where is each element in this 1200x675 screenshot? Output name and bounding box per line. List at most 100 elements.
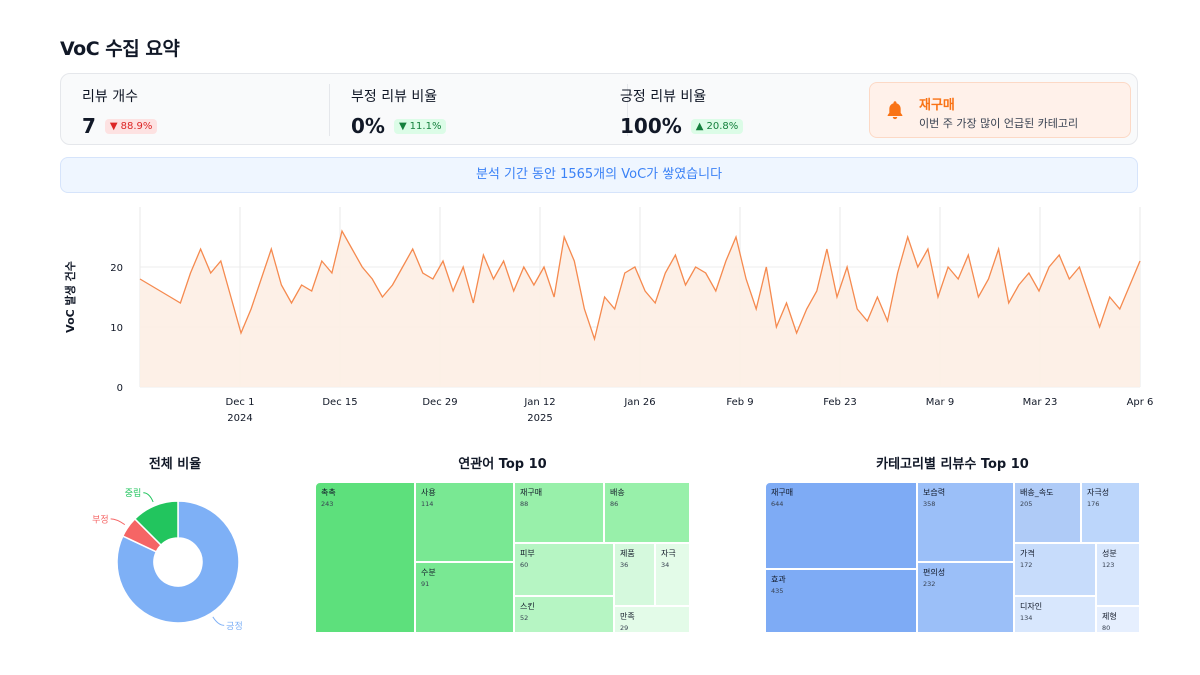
x-tick-label: Dec 15 bbox=[322, 397, 357, 408]
x-tick-label: Feb 9 bbox=[726, 397, 753, 408]
treemap-cell-label: 배송_속도 bbox=[1020, 488, 1054, 497]
category-treemap-title: 카테고리별 리뷰수 Top 10 bbox=[876, 457, 1029, 472]
treemap-cell-label: 제품 bbox=[620, 549, 635, 558]
kpi-positive-ratio: 긍정 리뷰 비율 100% ▲ 20.8% bbox=[620, 86, 744, 138]
x-tick-label: Mar 9 bbox=[926, 397, 954, 408]
divider bbox=[627, 84, 628, 136]
treemap-cell: 가격 172 bbox=[1014, 543, 1096, 596]
treemap-cell: 배송 86 bbox=[604, 482, 690, 543]
series-area bbox=[140, 231, 1140, 387]
change-value: 20.8% bbox=[706, 120, 739, 132]
top-category-alert: 재구매 이번 주 가장 많이 언급된 카테고리 bbox=[869, 82, 1131, 138]
change-badge: ▲ 20.8% bbox=[690, 118, 744, 134]
alert-subtitle: 이번 주 가장 많이 언급된 카테고리 bbox=[919, 117, 1079, 130]
kpi-label: 리뷰 개수 bbox=[82, 89, 138, 105]
treemap-cell: 재구매 644 bbox=[765, 482, 917, 569]
treemap-cell-value: 91 bbox=[421, 580, 430, 588]
treemap-cell-label: 만족 bbox=[620, 612, 635, 621]
treemap-cell: 사용 114 bbox=[415, 482, 514, 562]
treemap-cell-value: 134 bbox=[1020, 614, 1033, 622]
page-title: VoC 수집 요약 bbox=[60, 38, 180, 60]
y-axis-label: VoC 발생 건수 bbox=[63, 261, 77, 333]
treemap-cell-value: 232 bbox=[923, 580, 936, 588]
treemap-cell: 보습력 358 bbox=[917, 482, 1014, 562]
treemap-cell-value: 36 bbox=[620, 561, 629, 569]
treemap-cell-label: 성분 bbox=[1102, 549, 1117, 558]
treemap-cell: 편의성 232 bbox=[917, 562, 1014, 633]
kpi-value: 100% bbox=[620, 114, 682, 138]
x-tick-year-label: 2024 bbox=[227, 413, 252, 424]
treemap-cell-label: 촉촉 bbox=[321, 488, 336, 497]
x-tick-label: Jan 12 bbox=[523, 397, 555, 408]
series-line bbox=[139, 229, 1141, 342]
treemap-cell-value: 644 bbox=[771, 500, 784, 508]
treemap-cell-value: 172 bbox=[1020, 561, 1033, 569]
keyword-treemap: 촉촉 243 사용 114 수분 91 재구매 88 배송 86 피부 60 제품 36 자극 34 스킨 52 만… bbox=[315, 482, 690, 633]
triangle-up-icon: ▲ bbox=[695, 120, 704, 132]
treemap-cell-label: 재구매 bbox=[771, 488, 794, 497]
donut-leader-line bbox=[110, 518, 126, 526]
divider bbox=[329, 84, 330, 136]
treemap-cell: 촉촉 243 bbox=[315, 482, 415, 633]
treemap-cell-value: 80 bbox=[1102, 624, 1111, 632]
treemap-cell: 만족 29 bbox=[614, 606, 690, 633]
triangle-down-icon: ▼ bbox=[109, 120, 118, 132]
donut-slice-label: 중립 bbox=[125, 488, 142, 499]
treemap-cell-label: 편의성 bbox=[923, 568, 946, 577]
triangle-down-icon: ▼ bbox=[398, 120, 407, 132]
donut-title: 전체 비율 bbox=[148, 457, 202, 472]
treemap-cell-value: 52 bbox=[520, 614, 529, 622]
treemap-cell-label: 피부 bbox=[520, 549, 535, 558]
change-value: 88.9% bbox=[120, 120, 153, 132]
sentiment-donut-chart: 긍정 부정 중립 bbox=[92, 488, 243, 632]
treemap-cell: 제품 36 bbox=[614, 543, 655, 606]
y-tick-label: 10 bbox=[110, 323, 123, 334]
voc-trend-chart: 0 10 20 Dec 1 2024 Dec 15 Dec 29 Jan 12 2025 Jan … bbox=[63, 207, 1154, 424]
treemap-cell-label: 가격 bbox=[1020, 549, 1035, 558]
treemap-cell-value: 243 bbox=[321, 500, 334, 508]
treemap-cell-label: 디자인 bbox=[1020, 602, 1043, 611]
treemap-cell: 자극 34 bbox=[655, 543, 690, 606]
treemap-cell-label: 제형 bbox=[1102, 612, 1117, 621]
treemap-cell-label: 자극 bbox=[661, 549, 676, 558]
change-badge: ▼ 88.9% bbox=[104, 118, 158, 134]
treemap-cell: 디자인 134 bbox=[1014, 596, 1096, 633]
treemap-cell: 재구매 88 bbox=[514, 482, 604, 543]
x-tick-label: Jan 26 bbox=[623, 397, 655, 408]
treemap-cell-value: 205 bbox=[1020, 500, 1033, 508]
treemap-cell: 피부 60 bbox=[514, 543, 614, 596]
treemap-cell-value: 60 bbox=[520, 561, 529, 569]
treemap-cell: 수분 91 bbox=[415, 562, 514, 633]
x-tick-label: Dec 1 bbox=[226, 397, 255, 408]
y-tick-label: 0 bbox=[117, 383, 123, 394]
donut-slice-긍정 bbox=[116, 500, 240, 624]
treemap-cell-value: 123 bbox=[1102, 561, 1115, 569]
treemap-cell-label: 재구매 bbox=[520, 488, 543, 497]
keyword-treemap-title: 연관어 Top 10 bbox=[458, 457, 547, 472]
treemap-cell-value: 358 bbox=[923, 500, 936, 508]
donut-leader-line bbox=[143, 492, 154, 503]
donut-leader-line bbox=[212, 616, 225, 626]
kpi-review-count: 리뷰 개수 7 ▼ 88.9% bbox=[82, 86, 158, 138]
treemap-cell: 배송_속도 205 bbox=[1014, 482, 1081, 543]
treemap-cell-value: 435 bbox=[771, 587, 784, 595]
treemap-cell-label: 수분 bbox=[421, 568, 436, 577]
change-badge: ▼ 11.1% bbox=[393, 118, 447, 134]
x-tick-year-label: 2025 bbox=[527, 413, 552, 424]
x-tick-label: Apr 6 bbox=[1127, 397, 1154, 408]
x-tick-label: Dec 29 bbox=[422, 397, 457, 408]
treemap-cell: 스킨 52 bbox=[514, 596, 614, 633]
kpi-card: 리뷰 개수 7 ▼ 88.9% 부정 리뷰 비율 0% ▼ 11.1% 긍정 리… bbox=[60, 73, 1138, 145]
x-tick-label: Mar 23 bbox=[1023, 397, 1058, 408]
treemap-cell-value: 86 bbox=[610, 500, 619, 508]
y-tick-label: 20 bbox=[110, 263, 123, 274]
treemap-cell-label: 배송 bbox=[610, 488, 625, 497]
kpi-value: 7 bbox=[82, 114, 96, 138]
bell-icon bbox=[887, 101, 903, 120]
treemap-cell-value: 176 bbox=[1087, 500, 1100, 508]
treemap-cell-value: 29 bbox=[620, 624, 629, 632]
change-value: 11.1% bbox=[409, 120, 442, 132]
treemap-cell-value: 114 bbox=[421, 500, 434, 508]
treemap-cell: 자극성 176 bbox=[1081, 482, 1140, 543]
kpi-label: 긍정 리뷰 비율 bbox=[620, 89, 707, 105]
